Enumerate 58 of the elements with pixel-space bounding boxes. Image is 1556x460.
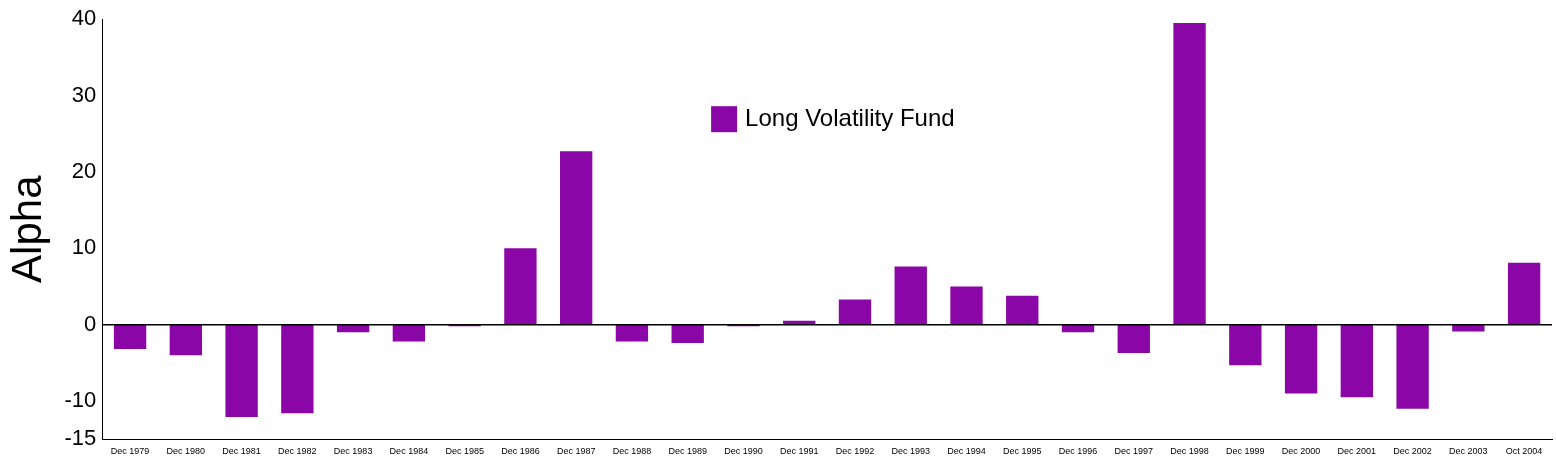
x-tick-label: Dec 2002 [1393, 446, 1432, 457]
y-tick-label: -10 [64, 387, 97, 413]
bar [615, 324, 649, 342]
bar [671, 324, 704, 343]
x-tick-label: Dec 1980 [166, 446, 206, 457]
x-tick-label: Dec 2000 [1281, 446, 1321, 457]
bar [1117, 324, 1150, 353]
x-tick-label: Dec 1988 [612, 446, 652, 457]
x-tick-label: Dec 1984 [389, 446, 429, 457]
x-tick-label: Dec 1987 [556, 446, 596, 457]
bar [950, 286, 983, 325]
x-tick-label: Dec 1996 [1058, 446, 1098, 457]
bar [1452, 324, 1485, 332]
bar [169, 324, 203, 356]
x-tick-label: Dec 1995 [1003, 446, 1042, 457]
y-tick-label: 30 [71, 81, 97, 107]
bar [113, 324, 147, 350]
x-tick-label: Dec 2003 [1449, 446, 1488, 457]
x-tick-label: Dec 1982 [278, 446, 317, 457]
x-tick-label: Dec 1979 [110, 446, 150, 457]
x-tick-label: Dec 1986 [501, 446, 540, 457]
x-tick-label: Dec 1989 [668, 446, 707, 457]
bar [336, 324, 370, 333]
bar [838, 299, 872, 325]
legend-label: Long Volatility Fund [745, 103, 955, 131]
x-tick-label: Dec 1985 [445, 446, 484, 457]
x-tick-label: Dec 1991 [779, 446, 819, 457]
bar [1284, 324, 1318, 394]
x-tick-label: Dec 1994 [947, 446, 986, 457]
bar [1507, 262, 1541, 325]
y-tick-label: 20 [71, 157, 97, 183]
y-tick-label: -15 [64, 425, 97, 451]
bar [1340, 324, 1374, 398]
x-tick-label: Dec 1990 [724, 446, 763, 457]
bar [1006, 295, 1039, 325]
bar [504, 248, 537, 325]
y-tick-label: 40 [71, 5, 97, 31]
x-tick-label: Dec 1997 [1114, 446, 1154, 457]
x-tick-label: Oct 2004 [1505, 446, 1543, 457]
x-tick-label: Dec 1992 [835, 446, 875, 457]
y-tick-label: 10 [71, 234, 97, 260]
bar [1173, 23, 1206, 325]
x-tick-label: Dec 1983 [333, 446, 373, 457]
bar [392, 324, 426, 342]
x-tick-label: Dec 1993 [891, 446, 931, 457]
bar [1229, 324, 1262, 366]
bar [225, 324, 258, 418]
x-tick-label: Dec 1998 [1170, 446, 1209, 457]
x-tick-label: Dec 1999 [1226, 446, 1265, 457]
bar [894, 266, 927, 325]
bar [1061, 324, 1095, 333]
y-tick-label: 0 [83, 310, 97, 336]
bar [560, 151, 593, 325]
x-tick-label: Dec 2001 [1337, 446, 1377, 457]
bar [1396, 324, 1429, 409]
x-tick-label: Dec 1981 [222, 446, 261, 457]
y-axis-title: Alpha [2, 174, 50, 283]
bar [281, 324, 314, 414]
